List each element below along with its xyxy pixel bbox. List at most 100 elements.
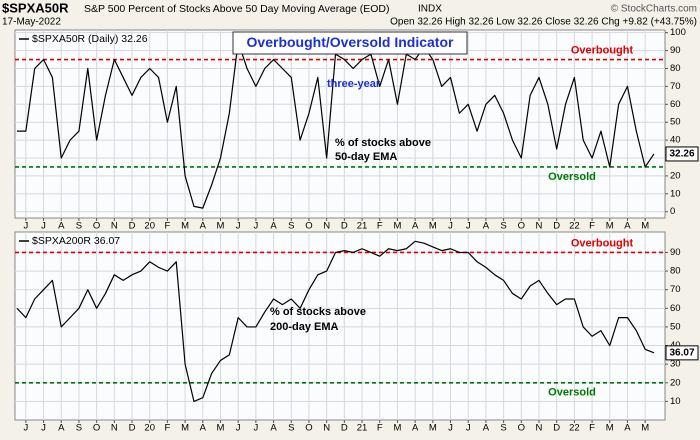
x-tick-label: O: [518, 221, 525, 232]
x-tick-label: A: [412, 221, 419, 232]
x-tick-label: M: [641, 423, 649, 434]
y-tick-label: 70: [670, 284, 681, 295]
annotation: % of stocks above: [335, 137, 431, 149]
y-tick-label: 10: [670, 188, 681, 199]
x-tick-label: M: [393, 221, 401, 232]
exchange: INDX: [418, 4, 442, 15]
x-tick-label: M: [429, 423, 437, 434]
y-tick-label: 30: [670, 359, 681, 370]
x-tick-label: O: [518, 423, 525, 434]
x-tick-label: J: [236, 221, 241, 232]
x-tick-label: A: [412, 423, 419, 434]
x-tick-label: F: [164, 221, 170, 232]
x-tick-label: J: [448, 221, 453, 232]
y-tick-label: 40: [670, 135, 681, 146]
x-tick-label: A: [270, 221, 277, 232]
plot-layer: J J A S O N D 20 F M A M J J A S O N D 21 F M A M J J A S O N D 22 F M A M0…: [15, 27, 699, 434]
y-tick-label: 60: [670, 99, 681, 110]
x-tick-label: 22: [569, 423, 580, 434]
y-tick-label: 20: [670, 170, 681, 181]
x-tick-label: A: [58, 423, 65, 434]
last-value-box: [665, 146, 699, 162]
x-tick-label: M: [606, 423, 614, 434]
x-tick-label: A: [624, 221, 631, 232]
x-tick-label: J: [254, 423, 259, 434]
series-line: [16, 240, 655, 402]
annotation: 200-day EMA: [270, 321, 339, 333]
last-value-box: [665, 345, 699, 361]
x-tick-label: A: [483, 423, 490, 434]
x-tick-label: J: [254, 221, 259, 232]
x-tick-label: J: [23, 423, 28, 434]
x-tick-label: S: [500, 423, 506, 434]
x-tick-label: M: [181, 221, 189, 232]
x-tick-label: 20: [144, 423, 155, 434]
x-tick-label: A: [483, 221, 490, 232]
y-tick-label: 80: [670, 266, 681, 277]
x-tick-label: S: [288, 221, 294, 232]
x-tick-label: M: [429, 221, 437, 232]
y-tick-label: 20: [670, 377, 681, 388]
x-tick-label: F: [589, 221, 595, 232]
legend-label: $SPXA50R (Daily) 32.26: [32, 33, 148, 45]
reference-label: Oversold: [548, 171, 596, 183]
last-value-label: 32.26: [669, 149, 694, 160]
x-tick-label: J: [41, 423, 46, 434]
x-tick-label: O: [93, 221, 100, 232]
x-tick-label: D: [341, 221, 348, 232]
y-tick-label: 60: [670, 303, 681, 314]
annotation: 50-day EMA: [335, 151, 397, 163]
date: 17-May-2022: [2, 17, 61, 28]
x-tick-label: M: [217, 423, 225, 434]
x-tick-label: N: [323, 423, 330, 434]
x-tick-label: 20: [144, 221, 155, 232]
x-tick-label: M: [393, 423, 401, 434]
x-tick-label: J: [41, 221, 46, 232]
annotation: % of stocks above: [270, 306, 366, 318]
x-tick-label: N: [111, 423, 118, 434]
x-tick-label: A: [624, 423, 631, 434]
y-tick-label: 100: [670, 27, 686, 38]
x-tick-label: A: [58, 221, 65, 232]
description: S&P 500 Percent of Stocks Above 50 Day M…: [84, 3, 389, 15]
x-tick-label: O: [305, 221, 312, 232]
credit: © StockCharts.com: [611, 4, 697, 15]
x-tick-label: 21: [357, 423, 368, 434]
x-tick-label: J: [448, 423, 453, 434]
x-tick-label: J: [236, 423, 241, 434]
x-tick-label: O: [305, 423, 312, 434]
x-tick-label: A: [200, 221, 207, 232]
x-tick-label: M: [641, 221, 649, 232]
x-tick-label: D: [129, 423, 136, 434]
x-tick-label: 21: [357, 221, 368, 232]
x-tick-label: N: [111, 221, 118, 232]
x-tick-label: M: [181, 423, 189, 434]
y-tick-label: 90: [670, 45, 681, 56]
reference-label: Oversold: [548, 387, 596, 399]
y-tick-label: 50: [670, 321, 681, 332]
y-tick-label: 0: [670, 206, 675, 217]
x-tick-label: N: [536, 221, 543, 232]
last-value-label: 36.07: [669, 348, 694, 359]
symbol: $SPXA50R: [2, 0, 69, 15]
x-tick-label: D: [553, 221, 560, 232]
quote: Open 32.26 High 32.26 Low 32.26 Close 32…: [390, 17, 697, 28]
x-tick-label: O: [93, 423, 100, 434]
x-tick-label: F: [589, 423, 595, 434]
x-tick-label: 22: [569, 221, 580, 232]
x-tick-label: S: [76, 221, 82, 232]
x-tick-label: D: [129, 221, 136, 232]
y-tick-label: 70: [670, 81, 681, 92]
x-tick-label: F: [164, 423, 170, 434]
x-tick-label: S: [288, 423, 294, 434]
x-tick-label: D: [341, 423, 348, 434]
x-tick-label: D: [553, 423, 560, 434]
legend-label: $SPXA200R 36.07: [32, 235, 120, 247]
x-tick-label: F: [377, 221, 383, 232]
x-tick-label: J: [466, 221, 471, 232]
y-tick-label: 50: [670, 117, 681, 128]
annotation: three-year: [327, 78, 381, 90]
panel: [14, 29, 666, 219]
x-tick-label: M: [606, 221, 614, 232]
